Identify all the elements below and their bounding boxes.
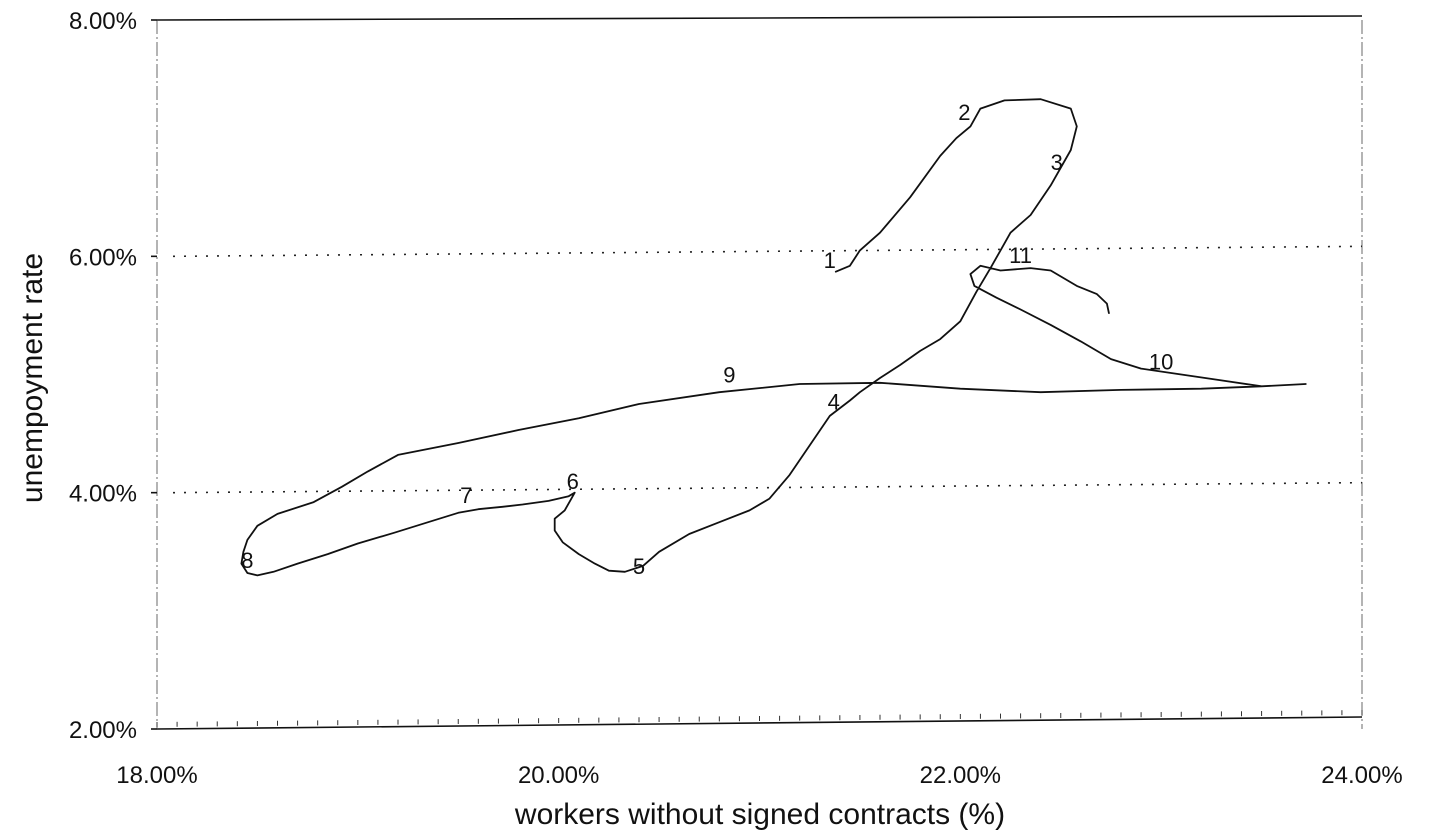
y-axis-tick-labels: 2.00% 4.00% 6.00% 8.00% (69, 8, 157, 744)
plot-frame (156, 15, 1363, 730)
point-label-1: 1 (824, 248, 836, 273)
y-tick-label: 8.00% (69, 8, 137, 35)
point-label-8: 8 (241, 548, 253, 573)
x-tick-label: 18.00% (116, 762, 197, 789)
y-tick-label: 4.00% (69, 481, 137, 508)
x-axis-tick-labels: 18.00% 20.00% 22.00% 24.00% (116, 762, 1402, 789)
series-line-1 (240, 98, 1307, 577)
plot-top-border (156, 15, 1363, 21)
x-tick-label: 20.00% (518, 762, 599, 789)
y-axis-title: unempoyment rate (16, 253, 49, 503)
series-layer (240, 98, 1307, 577)
point-label-7: 7 (460, 483, 472, 508)
x-tick-label: 24.00% (1321, 762, 1402, 789)
point-labels-layer: 1 2 3 4 5 6 7 8 9 10 11 (241, 100, 1173, 579)
point-label-6: 6 (567, 469, 579, 494)
gridline-4 (172, 481, 1363, 494)
point-label-3: 3 (1051, 150, 1063, 175)
point-label-5: 5 (633, 554, 645, 579)
gridline-6 (172, 245, 1363, 258)
point-label-9: 9 (723, 363, 735, 388)
point-label-10: 10 (1149, 350, 1173, 375)
point-label-11: 11 (1009, 243, 1032, 268)
x-axis-title: workers without signed contracts (%) (514, 798, 1005, 831)
point-label-2: 2 (958, 100, 970, 125)
gridlines (172, 245, 1363, 494)
x-tick-label: 22.00% (920, 762, 1001, 789)
point-label-4: 4 (828, 390, 840, 415)
x-axis-line (156, 716, 1363, 730)
x-axis-minor-ticks (156, 710, 1363, 727)
y-tick-label: 2.00% (69, 717, 137, 744)
y-tick-label: 6.00% (69, 244, 137, 271)
